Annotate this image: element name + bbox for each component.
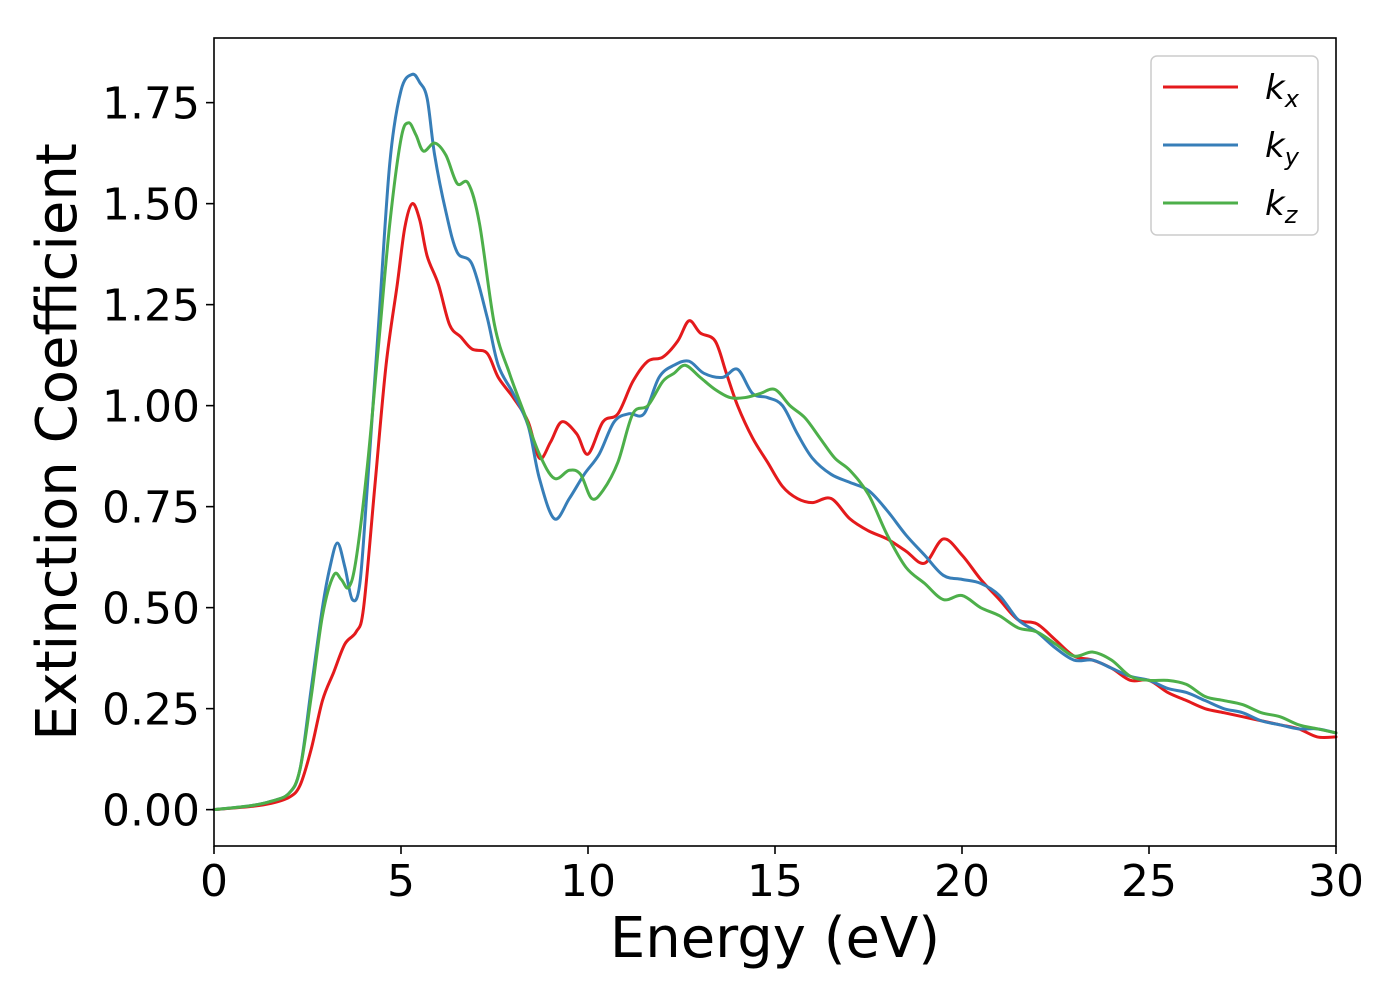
y-tick-label: 0.25 bbox=[102, 685, 200, 736]
y-axis-label: Extinction Coefficient bbox=[25, 143, 90, 741]
y-tick-label: 1.00 bbox=[102, 382, 200, 433]
y-tick-label: 0.75 bbox=[102, 483, 200, 534]
y-tick-label: 1.25 bbox=[102, 281, 200, 332]
x-tick-label: 15 bbox=[747, 856, 803, 907]
x-tick-label: 5 bbox=[387, 856, 415, 907]
y-tick-label: 1.50 bbox=[102, 180, 200, 231]
x-tick-label: 10 bbox=[560, 856, 616, 907]
legend-label-ky: ky bbox=[1265, 126, 1300, 171]
y-tick-label: 0.00 bbox=[102, 786, 200, 837]
series-line-ky bbox=[212, 72, 1338, 812]
legend-label-kz: kz bbox=[1265, 184, 1299, 229]
series-line-kz bbox=[212, 121, 1338, 812]
legend-label-base: k bbox=[1265, 68, 1286, 108]
legend-label-base: k bbox=[1265, 184, 1286, 224]
legend-label-subscript: z bbox=[1284, 201, 1299, 229]
x-axis-label: Energy (eV) bbox=[610, 906, 940, 971]
x-axis-ticks: 0 5 10 15 20 25 30 bbox=[200, 846, 1364, 907]
x-tick-label: 30 bbox=[1308, 856, 1364, 907]
plot-lines bbox=[212, 72, 1338, 812]
y-tick-label: 1.75 bbox=[102, 79, 200, 130]
legend-label-subscript: y bbox=[1284, 143, 1300, 171]
y-axis-ticks: 0.00 0.25 0.50 0.75 1.00 1.25 1.50 1.75 bbox=[102, 79, 214, 837]
x-tick-label: 0 bbox=[200, 856, 228, 907]
legend-label-subscript: x bbox=[1284, 85, 1300, 113]
x-tick-label: 20 bbox=[934, 856, 990, 907]
legend-label-base: k bbox=[1265, 126, 1286, 166]
y-tick-label: 0.50 bbox=[102, 584, 200, 635]
legend-label-kx: kx bbox=[1265, 68, 1300, 113]
x-tick-label: 25 bbox=[1121, 856, 1177, 907]
